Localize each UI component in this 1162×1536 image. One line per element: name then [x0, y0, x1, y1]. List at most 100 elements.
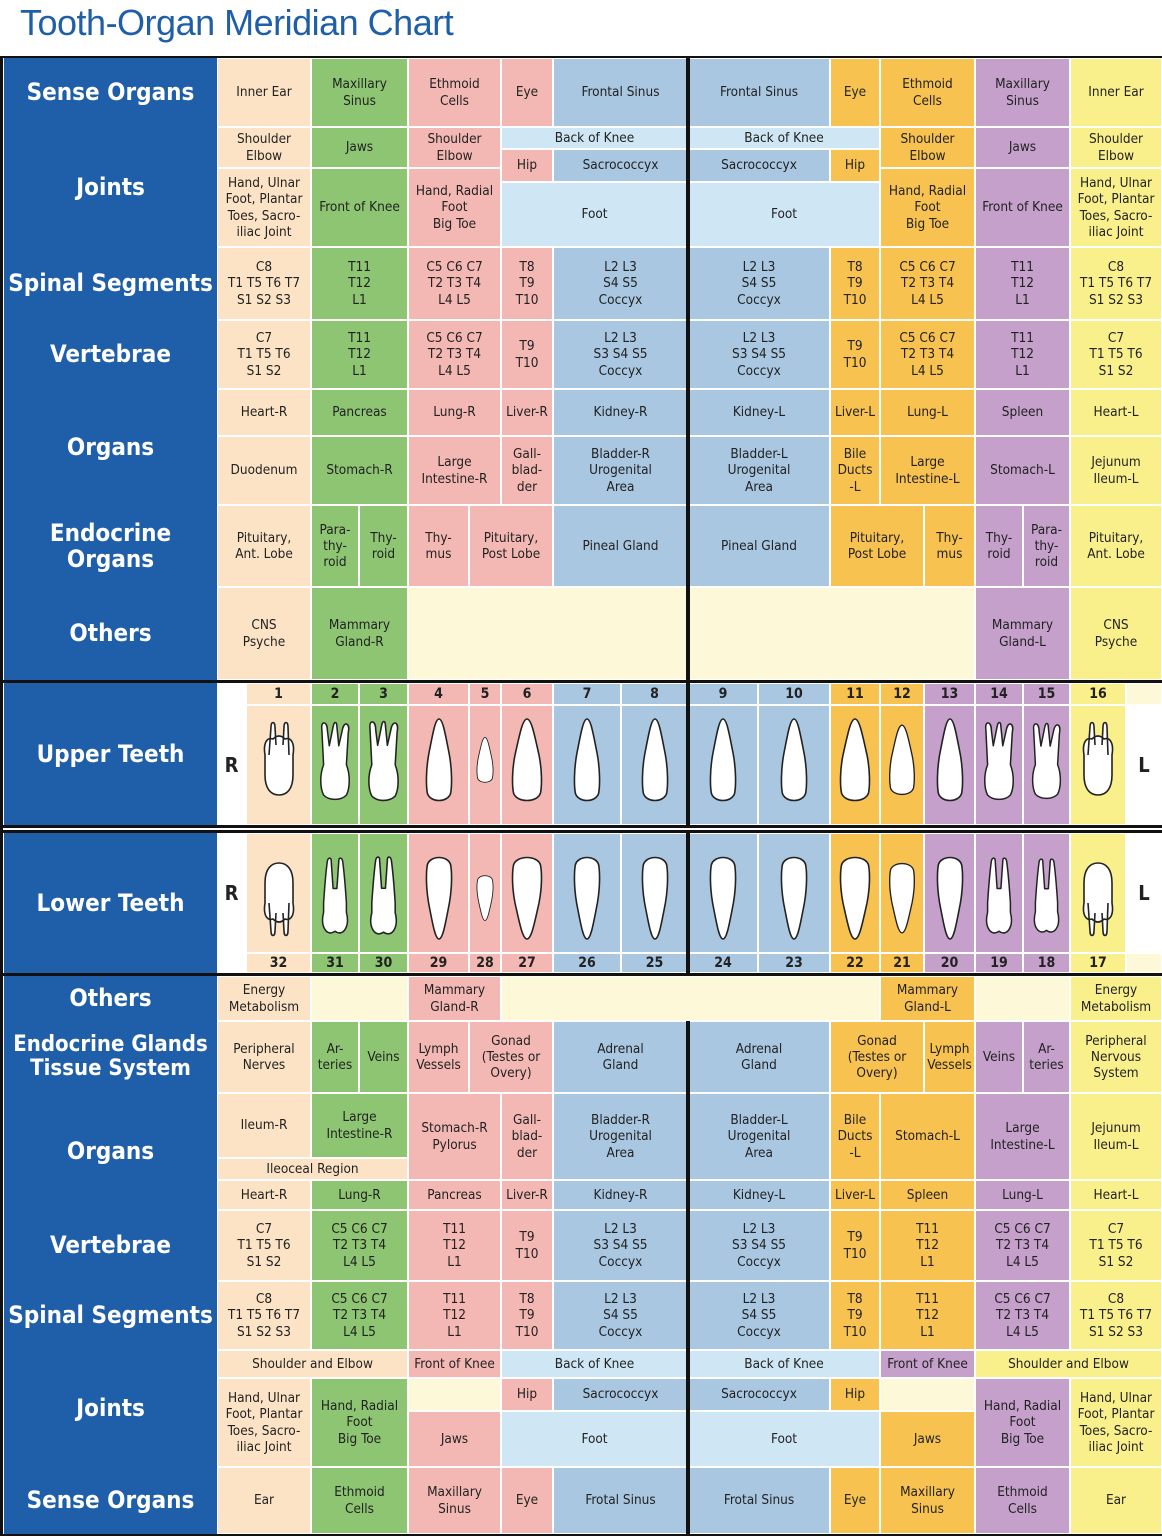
cell-top-endocrine-thymus: Thy- mus — [924, 505, 975, 587]
molar-tooth-icon — [1033, 858, 1060, 933]
row-header-top-endocrine: Endocrine Organs — [4, 505, 217, 587]
cell-top-joints-hand-radial: Hand, Radial Foot Big Toe — [880, 168, 975, 247]
cell-bottom-joints-front-of-knee: Front of Knee — [880, 1350, 975, 1378]
row-header-bot-spinal: Spinal Segments — [4, 1281, 217, 1350]
cell-top-organs-row2-3: Gall- blad- der — [501, 436, 553, 505]
cell-bottom-joints-hand-radial: Hand, Radial Foot Big Toe — [311, 1378, 408, 1467]
cell-top-organs-row1-0: Heart-R — [217, 389, 311, 436]
divider — [686, 683, 690, 825]
cell-bottom-endocrine-veins: Veins — [975, 1021, 1023, 1093]
cell-bottom-sense-9: Ear — [1070, 1467, 1162, 1534]
canine-tooth-icon — [936, 718, 963, 802]
cell-top-organs-row1-9: Heart-L — [1070, 389, 1162, 436]
cell-top-joints-shoulder-elbow: Shoulder Elbow — [217, 127, 311, 168]
cell-top-organs-row1-7: Lung-L — [880, 389, 975, 436]
incisor-tooth-icon — [709, 856, 737, 940]
cell-upper-numbers-2: 3 — [359, 683, 408, 705]
cell-upper-numbers-13: 14 — [975, 683, 1023, 705]
cell-bottom-organs-row2-6: Liver-L — [830, 1180, 880, 1210]
cell-bottom-sense-8: Ethmoid Cells — [975, 1467, 1070, 1534]
cell-bottom-spinal-0: C8 T1 T5 T6 T7 S1 S2 S3 — [217, 1281, 311, 1350]
cell-lower-numbers-8: 24 — [688, 953, 758, 973]
cell-top-organs-row1-1: Pancreas — [311, 389, 408, 436]
cell-bottom-spinal-3: T8 T9 T10 — [830, 1281, 880, 1350]
cell-bottom-spinal-2: T11 T12 L1 — [408, 1281, 501, 1350]
cell-bottom-vertebrae-2: T11 T12 L1 — [880, 1210, 975, 1281]
row-header-bot-others: Others — [4, 976, 217, 1021]
page-title: Tooth-Organ Meridian Chart — [20, 2, 454, 43]
divider — [686, 833, 690, 973]
cell-bottom-endocrine-veins: Veins — [359, 1021, 408, 1093]
molar-tooth-icon — [321, 857, 349, 934]
cell-top-spinal-0: C8 T1 T5 T6 T7 S1 S2 S3 — [217, 247, 311, 320]
cell-top-organs-row1-5: Kidney-L — [688, 389, 830, 436]
cell-top-organs-row2-1: Stomach-R — [311, 436, 408, 505]
cell-bottom-joints-sacrococcyx: Sacrococcyx — [688, 1378, 830, 1411]
cell-bottom-endocrine-gonad: Gonad (Testes or Overy) — [469, 1021, 553, 1093]
cell-top-joints-hand-ulnar: Hand, Ulnar Foot, Plantar Toes, Sacro- i… — [1070, 168, 1162, 247]
cell-upper-numbers-1: 2 — [311, 683, 359, 705]
cell-top-joints-hand-radial: Hand, Radial Foot Big Toe — [408, 168, 501, 247]
row-header-top-joints: Joints — [4, 127, 217, 247]
cell-bottom-sense-5: Frotal Sinus — [688, 1467, 830, 1534]
premolar-tooth-icon — [476, 737, 494, 783]
cell-top-organs-row2-7: Large Intestine-L — [880, 436, 975, 505]
cell-top-others-cns: CNS Psyche — [217, 587, 311, 680]
row-header-lower-teeth: Lower Teeth — [4, 833, 217, 973]
cell-top-spinal-3: T8 T9 T10 — [830, 247, 880, 320]
cell-bottom-endocrine-peripheral-r: Peripheral Nerves — [217, 1021, 311, 1093]
cell-bottom-joints-hand-radial: Hand, Radial Foot Big Toe — [975, 1378, 1070, 1467]
cell-upper-numbers-14: 15 — [1023, 683, 1070, 705]
premolar-tooth-icon — [839, 718, 871, 802]
cell-top-vertebrae-3: T9 T10 — [501, 320, 553, 389]
cell-top-vertebrae-3: T9 T10 — [830, 320, 880, 389]
blank-cell — [880, 1378, 975, 1411]
row-header-top-organs: Organs — [4, 389, 217, 505]
cell-top-vertebrae-1: T11 T12 L1 — [311, 320, 408, 389]
cell-bottom-organs-row2-5: Kidney-L — [688, 1180, 830, 1210]
cell-bottom-organs-bile: Bile Ducts -L — [830, 1093, 880, 1180]
cell-bottom-others-mammary-l: Mammary Gland-L — [880, 976, 975, 1021]
cell-top-sense-5: Frontal Sinus — [688, 58, 830, 127]
cell-bottom-sense-7: Maxillary Sinus — [880, 1467, 975, 1534]
cell-lower-numbers-2: 30 — [359, 953, 408, 973]
cell-top-sense-3: Eye — [501, 58, 553, 127]
molar-tooth-icon — [1031, 722, 1062, 800]
row-header-bot-sense: Sense Organs — [4, 1467, 217, 1534]
cell-top-vertebrae-4: L2 L3 S3 S4 S5 Coccyx — [688, 320, 830, 389]
cell-top-sense-1: Maxillary Sinus — [311, 58, 408, 127]
cell-lower-numbers-3: 29 — [408, 953, 469, 973]
cell-top-endocrine-parathyroid: Para- thy- roid — [1023, 505, 1070, 587]
cell-bottom-spinal-4: L2 L3 S4 S5 Coccyx — [553, 1281, 688, 1350]
premolar-tooth-icon — [511, 856, 543, 940]
blank-cell — [1126, 683, 1162, 705]
divider — [0, 1534, 1162, 1536]
cell-top-organs-row2-2: Large Intestine-R — [408, 436, 501, 505]
cell-bottom-organs-large-int-l: Large Intestine-L — [975, 1093, 1070, 1180]
cell-bottom-organs-large-int-r: Large Intestine-R — [311, 1093, 408, 1158]
molar-tooth-icon — [1082, 721, 1114, 796]
cell-bottom-endocrine-peripheral-l: Peripheral Nervous System — [1070, 1021, 1162, 1093]
cell-bottom-sense-0: Ear — [217, 1467, 311, 1534]
cell-top-sense-0: Inner Ear — [217, 58, 311, 127]
cell-upper-numbers-0: 1 — [246, 683, 311, 705]
cell-top-others-mammary-r: Mammary Gland-R — [311, 587, 408, 680]
cell-sides-left: L — [1126, 833, 1162, 953]
cell-lower-numbers-5: 27 — [501, 953, 553, 973]
cell-bottom-others-mammary-r: Mammary Gland-R — [408, 976, 501, 1021]
cell-lower-numbers-0: 32 — [246, 953, 311, 973]
cell-top-vertebrae-4: L2 L3 S3 S4 S5 Coccyx — [553, 320, 688, 389]
row-header-top-vertebrae: Vertebrae — [4, 320, 217, 389]
cell-bottom-sense-4: Frotal Sinus — [553, 1467, 688, 1534]
cell-upper-numbers-6: 7 — [553, 683, 621, 705]
cell-top-sense-7: Ethmoid Cells — [880, 58, 975, 127]
cell-bottom-endocrine-adrenal: Adrenal Gland — [688, 1021, 830, 1093]
cell-top-organs-row2-5: Bladder-L Urogenital Area — [688, 436, 830, 505]
molar-tooth-icon — [985, 857, 1013, 934]
cell-upper-numbers-7: 8 — [621, 683, 688, 705]
cell-upper-numbers-11: 12 — [880, 683, 924, 705]
cell-bottom-joints-hand-ulnar: Hand, Ulnar Foot, Plantar Toes, Sacro- i… — [1070, 1378, 1162, 1467]
cell-bottom-spinal-3: T8 T9 T10 — [501, 1281, 553, 1350]
row-header-top-others: Others — [4, 587, 217, 680]
cell-top-vertebrae-1: T11 T12 L1 — [975, 320, 1070, 389]
